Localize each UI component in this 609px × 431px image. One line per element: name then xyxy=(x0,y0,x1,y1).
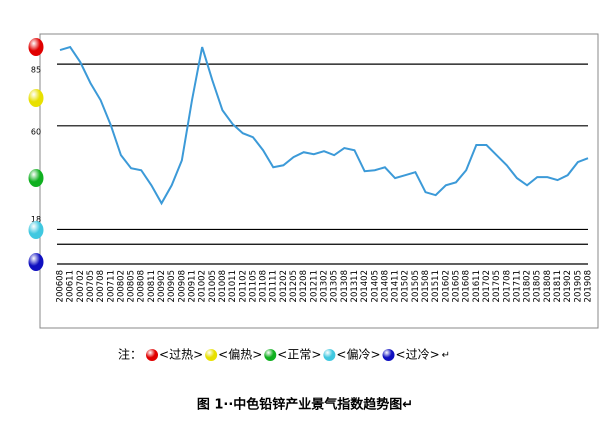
legend-ball xyxy=(323,349,336,361)
y-tick-label: 18 xyxy=(31,215,41,224)
x-tick-label: 200805 xyxy=(127,270,137,302)
indicator-ball xyxy=(28,169,44,187)
x-tick-label: 201102 xyxy=(238,270,248,302)
x-tick-label: 200611 xyxy=(66,270,76,302)
y-tick-label: 60 xyxy=(31,127,41,136)
x-tick-label: 200702 xyxy=(76,270,86,302)
x-tick-label: 201211 xyxy=(309,270,319,302)
legend-label: <偏热> xyxy=(218,347,262,362)
x-tick-label: 201411 xyxy=(391,270,401,302)
x-tick-label: 200711 xyxy=(106,270,116,302)
x-tick-label: 201605 xyxy=(452,270,462,302)
note-suffix: ↵ xyxy=(442,350,450,361)
y-tick-label: 85 xyxy=(31,66,41,75)
x-tick-label: 201805 xyxy=(533,270,543,302)
caption: 图 1··中色铅锌产业景气指数趋势图↵ xyxy=(197,397,413,413)
x-tick-label: 201408 xyxy=(380,270,390,302)
x-tick-label: 201402 xyxy=(360,270,370,302)
legend-ball xyxy=(205,349,218,361)
x-tick-label: 200905 xyxy=(167,270,177,302)
x-tick-label: 201905 xyxy=(573,270,583,302)
x-tick-label: 201205 xyxy=(289,270,299,302)
legend-label: <偏冷> xyxy=(336,347,380,362)
indicator-ball xyxy=(28,253,44,271)
x-tick-label: 201308 xyxy=(340,270,350,302)
x-tick-label: 201508 xyxy=(421,270,431,302)
x-tick-label: 200911 xyxy=(188,270,198,302)
x-tick-label: 201511 xyxy=(431,270,441,302)
indicator-ball xyxy=(28,38,44,56)
x-tick-label: 201002 xyxy=(198,270,208,302)
x-tick-label: 201208 xyxy=(299,270,309,302)
x-tick-label: 201702 xyxy=(482,270,492,302)
x-tick-label: 201108 xyxy=(259,270,269,302)
x-tick-label: 201608 xyxy=(462,270,472,302)
legend-ball xyxy=(146,349,159,361)
x-tick-label: 201711 xyxy=(512,270,522,302)
x-tick-label: 200802 xyxy=(116,270,126,302)
indicator-ball xyxy=(28,89,44,107)
x-tick-label: 200811 xyxy=(147,270,157,302)
x-tick-label: 201111 xyxy=(269,270,279,302)
x-tick-label: 201405 xyxy=(370,270,380,302)
x-tick-label: 200608 xyxy=(56,270,66,302)
x-tick-label: 200705 xyxy=(86,270,96,302)
x-tick-label: 201505 xyxy=(411,270,421,302)
x-tick-label: 201305 xyxy=(330,270,340,302)
x-tick-label: 200808 xyxy=(137,270,147,302)
x-tick-label: 201808 xyxy=(543,270,553,302)
x-tick-label: 201008 xyxy=(218,270,228,302)
data-line xyxy=(59,45,589,206)
x-tick-label: 201908 xyxy=(584,270,594,302)
x-tick-label: 201302 xyxy=(320,270,330,302)
legend-ball xyxy=(382,349,395,361)
x-tick-label: 201011 xyxy=(228,270,238,302)
x-tick-label: 201311 xyxy=(350,270,360,302)
x-tick-label: 201005 xyxy=(208,270,218,302)
note-prefix: 注： xyxy=(118,347,142,362)
x-tick-label: 201611 xyxy=(472,270,482,302)
x-tick-label: 201811 xyxy=(553,270,563,302)
x-tick-label: 201502 xyxy=(401,270,411,302)
x-tick-label: 201902 xyxy=(563,270,573,302)
x-tick-label: 201705 xyxy=(492,270,502,302)
indicator-ball xyxy=(28,221,44,239)
legend-label: <过热> xyxy=(159,348,203,362)
legend-ball xyxy=(264,349,277,361)
x-tick-label: 200908 xyxy=(177,270,187,302)
x-tick-label: 201802 xyxy=(523,270,533,302)
x-tick-label: 201105 xyxy=(248,270,258,302)
x-tick-label: 200902 xyxy=(157,270,167,302)
x-tick-label: 201202 xyxy=(279,270,289,302)
x-tick-label: 201708 xyxy=(502,270,512,302)
legend-label: <正常> xyxy=(277,348,321,362)
legend-label: <过冷> xyxy=(396,348,440,362)
x-tick-label: 200708 xyxy=(96,270,106,302)
x-tick-label: 201602 xyxy=(441,270,451,302)
